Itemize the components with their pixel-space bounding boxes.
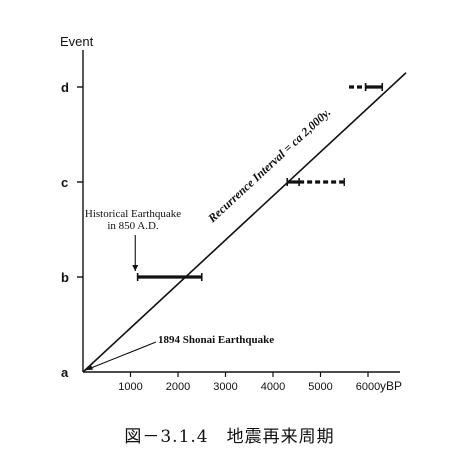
x-tick-label: 6000: [356, 381, 380, 393]
arrowhead: [132, 265, 139, 271]
annotation-historical-line2: in 850 A.D.: [107, 220, 159, 232]
arrowhead: [86, 365, 93, 370]
x-tick-label: 4000: [261, 381, 285, 393]
figure-caption: 図－3.1.4 地震再来周期: [124, 427, 335, 447]
y-tick-label: b: [61, 270, 69, 285]
annotation-shonai-arrow: [85, 341, 157, 371]
recurrence-line: [82, 72, 407, 373]
chart-canvas: Event a b c d 1000 2000 3000 4000 5000 6000 yBP Recu…: [60, 34, 407, 393]
recurrence-line-label: Recurrence Interval = ca 2,000y.: [204, 105, 333, 226]
x-tick-label: 1000: [118, 381, 142, 393]
y-tick-label: a: [61, 365, 69, 380]
x-axis-label: yBP: [380, 379, 402, 393]
x-tick-label: 5000: [308, 381, 332, 393]
annotation-shonai: 1894 Shonai Earthquake: [158, 334, 274, 346]
x-tick-label: 3000: [213, 381, 237, 393]
annotation-historical-line1: Historical Earthquake: [85, 208, 181, 220]
y-axis-label: Event: [60, 34, 94, 49]
x-tick-label: 2000: [166, 381, 190, 393]
y-tick-label: d: [61, 80, 69, 95]
y-tick-label: c: [61, 175, 68, 190]
